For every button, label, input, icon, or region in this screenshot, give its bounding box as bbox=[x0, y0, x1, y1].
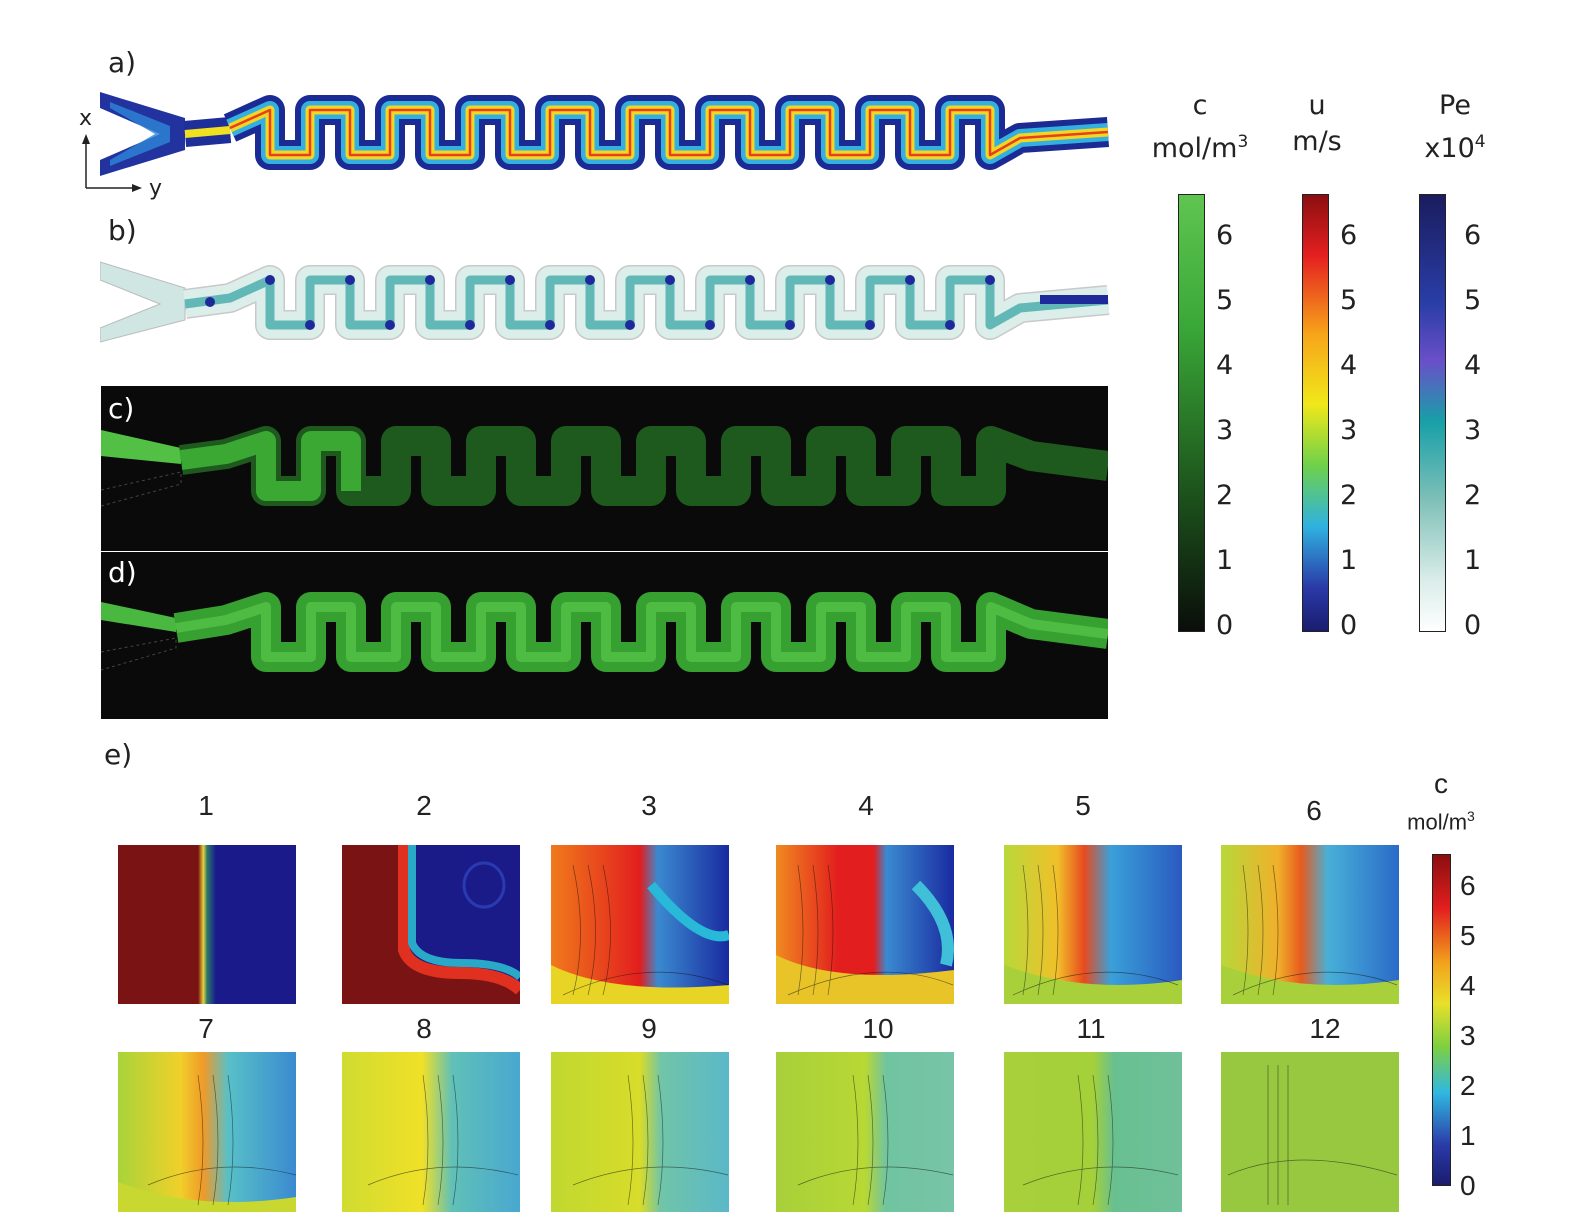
axis-label-y: y bbox=[149, 176, 163, 201]
tick-label: 6 bbox=[1340, 220, 1358, 251]
cross-section-7 bbox=[118, 1052, 296, 1212]
tick-label: 6 bbox=[1464, 220, 1482, 251]
panel-b-peclet-map bbox=[100, 261, 1110, 343]
cross-section-1 bbox=[118, 845, 296, 1004]
axis-indicator bbox=[82, 134, 142, 192]
subplot-title-5: 5 bbox=[1075, 790, 1091, 821]
subplot-title-6: 6 bbox=[1306, 795, 1322, 826]
subplot-title-2: 2 bbox=[416, 790, 432, 821]
cross-section-11 bbox=[1004, 1052, 1182, 1212]
tick-label: 0 bbox=[1216, 610, 1234, 641]
cross-section-2 bbox=[342, 845, 520, 1004]
colorbar-c-title-unit: mol/m3 bbox=[1140, 124, 1260, 167]
contour-lines-overlay bbox=[147, 864, 1398, 1206]
cross-section-4 bbox=[776, 845, 954, 1004]
cross-section-3 bbox=[551, 845, 729, 1004]
tick-label: 0 bbox=[1460, 1170, 1476, 1201]
colorbar-e-unit-sup: 3 bbox=[1467, 808, 1475, 824]
tick-label: 3 bbox=[1340, 415, 1358, 446]
colorbar-u-title-symbol: u bbox=[1308, 90, 1326, 121]
colorbar-pe-ticks: 6 5 4 3 2 1 0 bbox=[1464, 220, 1494, 641]
tick-label: 5 bbox=[1464, 285, 1482, 316]
tick-label: 2 bbox=[1216, 480, 1234, 511]
subplot-title-12: 12 bbox=[1309, 1013, 1341, 1044]
colorbar-c-unit-text: mol/m bbox=[1151, 133, 1238, 164]
tick-label: 5 bbox=[1216, 285, 1234, 316]
colorbar-pe-unit-sup: 4 bbox=[1474, 132, 1486, 152]
tick-label: 5 bbox=[1460, 920, 1476, 951]
tick-label: 0 bbox=[1464, 610, 1482, 641]
colorbar-pe-title-symbol: Pe bbox=[1439, 90, 1471, 121]
tick-label: 2 bbox=[1340, 480, 1358, 511]
colorbar-pe bbox=[1419, 194, 1446, 632]
tick-label: 4 bbox=[1464, 350, 1482, 381]
panel-label-e: e) bbox=[104, 738, 133, 771]
tick-label: 1 bbox=[1464, 545, 1482, 576]
subplot-title-11: 11 bbox=[1076, 1013, 1106, 1044]
tick-label: 3 bbox=[1464, 415, 1482, 446]
tick-label: 2 bbox=[1460, 1070, 1476, 1101]
colorbar-pe-title: Pe x104 bbox=[1405, 88, 1505, 167]
tick-label: 4 bbox=[1216, 350, 1234, 381]
colorbar-c bbox=[1178, 194, 1205, 632]
axis-label-x: x bbox=[79, 106, 93, 131]
colorbar-e-unit-text: mol/m bbox=[1407, 809, 1468, 835]
colorbar-c-title: c mol/m3 bbox=[1140, 88, 1260, 167]
colorbar-e-title-unit: mol/m3 bbox=[1396, 802, 1486, 836]
subplot-title-7: 7 bbox=[198, 1013, 214, 1044]
tick-label: 6 bbox=[1460, 870, 1476, 901]
tick-label: 6 bbox=[1216, 220, 1234, 251]
cross-section-10 bbox=[776, 1052, 954, 1212]
cross-section-6 bbox=[1221, 845, 1399, 1004]
tick-label: 1 bbox=[1216, 545, 1234, 576]
colorbar-u-ticks: 6 5 4 3 2 1 0 bbox=[1340, 220, 1370, 641]
tick-label: 3 bbox=[1216, 415, 1234, 446]
panel-d-concentration-map bbox=[101, 552, 1108, 719]
panel-c-concentration-map bbox=[101, 386, 1108, 551]
subplot-title-1: 1 bbox=[198, 790, 214, 821]
subplot-title-8: 8 bbox=[416, 1013, 432, 1044]
subplot-title-10: 10 bbox=[862, 1013, 894, 1044]
colorbar-e bbox=[1432, 854, 1451, 1186]
colorbar-c-unit-sup: 3 bbox=[1237, 132, 1249, 152]
colorbar-e-ticks: 6 5 4 3 2 1 0 bbox=[1460, 870, 1490, 1210]
panel-a-velocity-map bbox=[100, 92, 1110, 176]
tick-label: 4 bbox=[1340, 350, 1358, 381]
cross-section-8 bbox=[342, 1052, 520, 1212]
cross-section-12 bbox=[1221, 1052, 1399, 1212]
tick-label: 0 bbox=[1340, 610, 1358, 641]
subplot-title-4: 4 bbox=[858, 790, 874, 821]
tick-label: 1 bbox=[1340, 545, 1358, 576]
tick-label: 5 bbox=[1340, 285, 1358, 316]
subplot-title-9: 9 bbox=[641, 1013, 657, 1044]
colorbar-u-title-unit: m/s bbox=[1292, 126, 1342, 157]
colorbar-u bbox=[1302, 194, 1329, 632]
colorbar-e-title: c mol/m3 bbox=[1396, 766, 1486, 836]
tick-label: 4 bbox=[1460, 970, 1476, 1001]
cross-section-5 bbox=[1004, 845, 1182, 1004]
colorbar-pe-title-unit: x104 bbox=[1405, 124, 1505, 167]
panel-label-b: b) bbox=[108, 214, 137, 247]
colorbar-c-ticks: 6 5 4 3 2 1 0 bbox=[1216, 220, 1246, 641]
cross-section-9 bbox=[551, 1052, 729, 1212]
colorbar-c-title-symbol: c bbox=[1192, 90, 1208, 121]
colorbar-pe-unit-text: x10 bbox=[1424, 133, 1475, 164]
panel-label-a: a) bbox=[108, 46, 137, 79]
tick-label: 1 bbox=[1460, 1120, 1476, 1151]
colorbar-e-title-symbol: c bbox=[1434, 768, 1448, 799]
colorbar-u-title: u m/s bbox=[1272, 88, 1362, 160]
tick-label: 2 bbox=[1464, 480, 1482, 511]
panel-label-c: c) bbox=[108, 392, 135, 425]
tick-label: 3 bbox=[1460, 1020, 1476, 1051]
subplot-title-3: 3 bbox=[641, 790, 657, 821]
panel-label-d: d) bbox=[108, 556, 137, 589]
